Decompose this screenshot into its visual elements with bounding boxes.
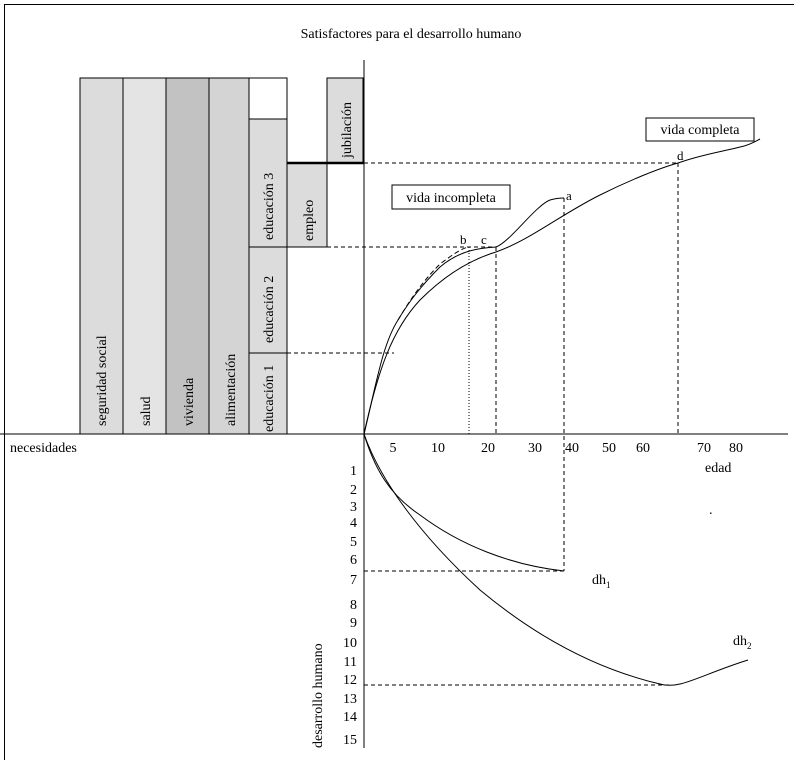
x-tick-label: 70 bbox=[697, 441, 711, 456]
y-tick-label: 4 bbox=[350, 516, 357, 531]
y-tick-label: 10 bbox=[343, 636, 357, 651]
axis-label-edad: edad bbox=[705, 461, 731, 476]
curve-label-dh2: dh2 bbox=[733, 634, 752, 651]
y-tick-label: 2 bbox=[350, 483, 357, 498]
x-tick-label: 80 bbox=[729, 441, 743, 456]
y-tick-labels: 1 2 3 4 5 6 7 8 9 10 11 12 13 14 15 bbox=[343, 464, 357, 748]
curve-label-dh1: dh1 bbox=[592, 573, 611, 590]
x-tick-label: 30 bbox=[528, 441, 542, 456]
y-tick-label: 5 bbox=[350, 535, 357, 550]
bar-label-educacion-2: educación 2 bbox=[262, 276, 277, 343]
axis-label-necesidades: necesidades bbox=[10, 441, 77, 456]
bar-label-empleo: empleo bbox=[302, 200, 317, 241]
axis-label-desarrollo-humano: desarrollo humano bbox=[311, 643, 326, 748]
curve-vida-completa bbox=[364, 139, 760, 434]
x-tick-label: 10 bbox=[431, 441, 445, 456]
stray-dot: . bbox=[709, 503, 713, 518]
box-label-vida-incompleta: vida incompleta bbox=[406, 191, 497, 206]
bar-label-educacion-3: educación 3 bbox=[262, 173, 277, 240]
y-tick-label: 14 bbox=[343, 710, 357, 725]
point-label-d: d bbox=[677, 148, 684, 163]
bar-label-salud: salud bbox=[139, 396, 154, 426]
bar-label-jubilacion: jubilación bbox=[340, 102, 355, 159]
point-label-a: a bbox=[566, 188, 572, 203]
bar-label-educacion-1: educación 1 bbox=[262, 365, 277, 432]
box-label-vida-completa: vida completa bbox=[661, 123, 741, 138]
bar-salud bbox=[123, 78, 166, 434]
point-label-b: b bbox=[460, 232, 467, 247]
y-tick-label: 6 bbox=[350, 553, 357, 568]
x-tick-label: 5 bbox=[390, 441, 397, 456]
y-tick-label: 7 bbox=[350, 573, 357, 588]
bar-label-alimentacion: alimentación bbox=[224, 354, 239, 426]
diagram-title: Satisfactores para el desarrollo humano bbox=[301, 27, 522, 42]
y-tick-label: 1 bbox=[350, 464, 357, 479]
x-tick-label: 20 bbox=[481, 441, 495, 456]
bar-label-seguridad-social: seguridad social bbox=[95, 335, 110, 426]
x-tick-label: 50 bbox=[602, 441, 616, 456]
satisfactor-bars: seguridad social salud vivienda alimenta… bbox=[80, 78, 364, 434]
bar-label-vivienda: vivienda bbox=[182, 377, 197, 426]
y-tick-label: 15 bbox=[343, 733, 357, 748]
y-tick-label: 9 bbox=[350, 616, 357, 631]
y-tick-label: 8 bbox=[350, 598, 357, 613]
x-tick-labels: 5 10 20 30 40 50 60 70 80 bbox=[390, 441, 744, 456]
curve-vida-incompleta-dashed bbox=[398, 247, 469, 320]
x-tick-label: 60 bbox=[636, 441, 650, 456]
curve-dh2 bbox=[364, 434, 748, 685]
y-tick-label: 13 bbox=[343, 692, 357, 707]
y-tick-label: 3 bbox=[350, 500, 357, 515]
y-tick-label: 12 bbox=[343, 673, 357, 688]
x-tick-label: 40 bbox=[565, 441, 579, 456]
y-tick-label: 11 bbox=[344, 655, 357, 670]
point-label-c: c bbox=[481, 232, 487, 247]
